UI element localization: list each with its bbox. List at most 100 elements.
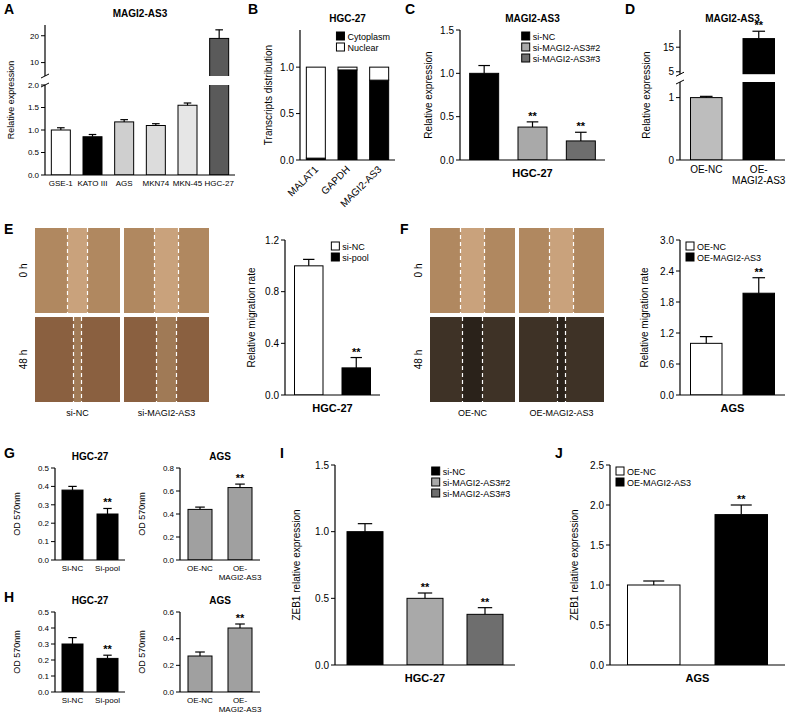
bar xyxy=(210,38,229,175)
y-tick xyxy=(456,116,460,117)
error-line xyxy=(741,505,742,515)
axes: 0.00.61.21.82.43.0 xyxy=(660,235,785,401)
legend-label: Nuclear xyxy=(347,43,378,53)
chart: 0.00.10.20.30.40.5Si-NCSi-pool**HGC-27OD… xyxy=(12,595,125,705)
x-axis-title: AGS xyxy=(721,402,745,414)
legend-swatch xyxy=(686,253,694,261)
axes: 0.00.51.01.5 xyxy=(440,25,605,166)
y-tick-label: 1 xyxy=(668,92,674,103)
y-tick xyxy=(41,35,45,36)
bars xyxy=(691,31,775,160)
legend: si-NCsi-MAGI2-AS3#2si-MAGI2-AS3#3 xyxy=(522,32,601,64)
y-tick xyxy=(51,486,55,487)
bar xyxy=(62,490,83,560)
row-label: 48 h xyxy=(413,350,424,369)
significance: ** xyxy=(421,581,430,593)
chart: 0.00.51.01.52.01020GSE-1KATO IIIAGSMKN74… xyxy=(6,8,235,188)
wound-images: 0 h48 hsi-NCsi-MAGI2-AS3 xyxy=(18,228,209,418)
bars xyxy=(188,484,252,560)
bar xyxy=(228,628,252,692)
bars xyxy=(691,278,775,395)
y-tick-label: 0.0 xyxy=(28,171,40,180)
photo xyxy=(124,228,209,313)
chart: 0.00.51.0MALAT1GAPDHMAGI2-AS3CytoplasmNu… xyxy=(263,13,395,209)
y-tick xyxy=(176,514,180,515)
error-bar xyxy=(195,507,205,509)
x-tick-label: Si-NC xyxy=(62,564,84,573)
error-bar xyxy=(643,581,664,585)
legend-swatch xyxy=(331,253,339,261)
chart: 0.00.20.40.6OE-NCOE-MAGI2-AS3**AGSOD 570… xyxy=(137,595,262,714)
title: MAGI2-AS3 xyxy=(113,8,168,19)
photo xyxy=(519,317,604,402)
scratch xyxy=(68,228,88,313)
y-tick-label: 1.5 xyxy=(590,540,604,551)
error-bar xyxy=(575,132,587,141)
error-cap xyxy=(184,102,192,103)
error-cap xyxy=(57,127,65,128)
panel-label: G xyxy=(4,445,15,461)
y-tick-label: 0.0 xyxy=(590,660,604,671)
title: MAGI2-AS3 xyxy=(705,13,760,24)
x-axis-title: HGC-27 xyxy=(312,402,352,414)
y-tick xyxy=(676,71,680,72)
legend-label: OE-NC xyxy=(627,467,657,477)
bar xyxy=(467,614,503,665)
error-bar xyxy=(103,508,111,514)
y-tick-label: 0.0 xyxy=(38,556,50,565)
photo xyxy=(35,228,120,313)
legend-label: si-NC xyxy=(443,467,466,477)
break-mark xyxy=(41,74,49,78)
axes: 0.00.51.0 xyxy=(280,30,395,166)
y-tick xyxy=(41,130,45,131)
error-line xyxy=(219,30,220,39)
error-bar xyxy=(752,31,765,38)
y-tick xyxy=(176,537,180,538)
scratch xyxy=(74,317,82,402)
x-tick-label: OE-MAGI2-AS3 xyxy=(732,164,786,186)
bar xyxy=(295,266,324,395)
panel-label: E xyxy=(4,221,13,237)
significance: ** xyxy=(236,472,245,484)
y-tick xyxy=(331,598,335,599)
legend-swatch xyxy=(336,32,344,40)
x-tick-label: AGS xyxy=(116,179,133,188)
y-tick-label: 2.0 xyxy=(590,500,604,511)
error-bar xyxy=(89,135,97,137)
scratch-edge xyxy=(81,317,82,402)
y-tick xyxy=(51,541,55,542)
label-line: MAGI2-AS3 xyxy=(732,175,786,186)
error-line xyxy=(580,132,581,141)
significance: ** xyxy=(352,346,361,358)
y-tick xyxy=(41,62,45,63)
scratch-edge xyxy=(462,317,463,402)
y-axis-title: ZEB1 relative expression xyxy=(291,509,302,620)
bars xyxy=(51,30,228,175)
y-tick xyxy=(51,628,55,629)
y-tick xyxy=(41,85,45,86)
y-axis xyxy=(679,82,680,160)
error-bar xyxy=(103,655,111,658)
bar xyxy=(188,509,212,560)
bar xyxy=(691,343,723,395)
y-axis xyxy=(284,240,285,395)
legend: si-NCsi-MAGI2-AS3#2si-MAGI2-AS3#3 xyxy=(432,467,511,499)
title: HGC-27 xyxy=(72,451,109,462)
break-mark xyxy=(676,80,684,84)
y-tick xyxy=(606,545,610,546)
y-tick-label: 0.2 xyxy=(38,656,50,665)
error-bar xyxy=(527,122,539,127)
x-tick-label: MALAT1 xyxy=(285,163,320,198)
bar xyxy=(470,73,499,160)
legend-label: si-MAGI2-AS3#3 xyxy=(443,489,511,499)
y-tick-label: 0.5 xyxy=(280,108,294,119)
error-line xyxy=(484,66,485,74)
y-tick xyxy=(176,468,180,469)
significance: ** xyxy=(754,266,763,278)
error-bar xyxy=(68,638,76,644)
y-tick xyxy=(676,364,680,365)
axes: 0.00.10.20.30.40.5 xyxy=(38,464,125,565)
y-axis-title: Relative expression xyxy=(641,51,652,138)
y-tick-label: 0.0 xyxy=(315,660,329,671)
photo xyxy=(35,317,120,402)
